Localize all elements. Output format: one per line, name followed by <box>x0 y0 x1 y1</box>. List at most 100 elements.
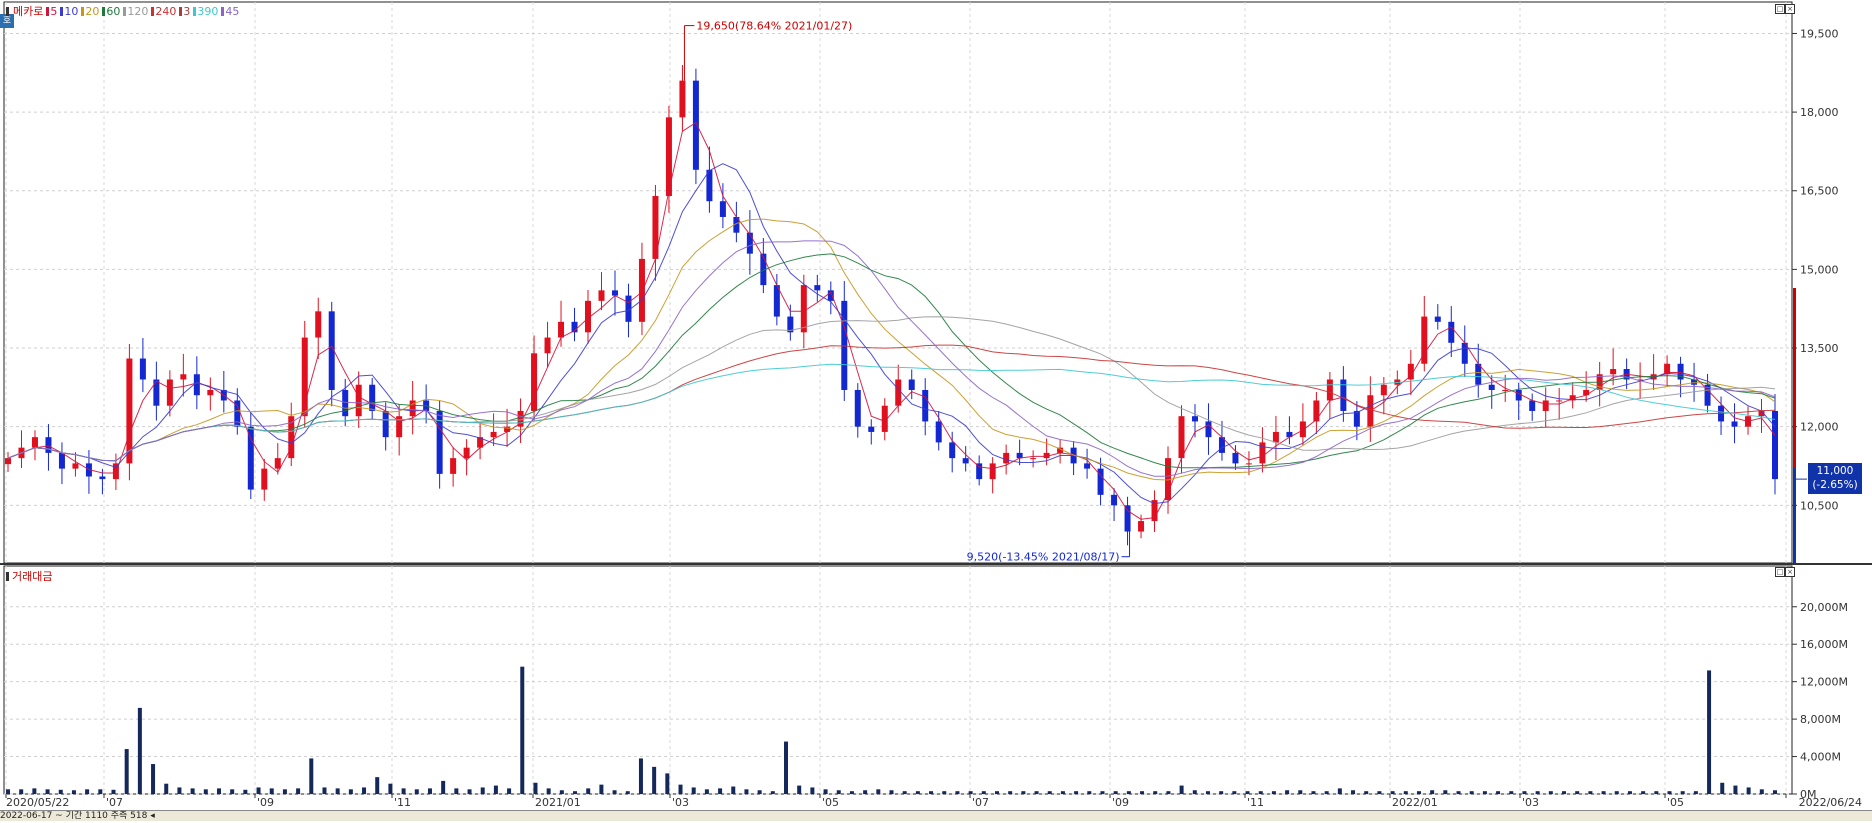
legend-swatch-icon <box>151 6 155 16</box>
candle-body <box>989 463 996 480</box>
candle-body <box>261 468 268 490</box>
legend-item-label: 10 <box>64 4 79 18</box>
moving-average-line <box>7 316 1776 462</box>
volume-bar <box>32 788 37 794</box>
maximize-pane-icon[interactable]: □ <box>1775 4 1785 14</box>
volume-bar <box>1390 791 1395 794</box>
volume-bar <box>704 789 709 794</box>
volume-pane-frame <box>3 565 1793 795</box>
candle-body <box>99 476 106 480</box>
candle-body <box>652 195 659 259</box>
candle-body <box>665 117 672 196</box>
candle-body <box>1650 374 1657 380</box>
volume-bar <box>586 788 591 794</box>
candle-body <box>409 400 416 417</box>
moving-average-line <box>7 163 1776 505</box>
volume-bar <box>784 741 789 794</box>
volume-bar <box>1522 791 1527 794</box>
volume-bar <box>507 788 512 794</box>
volume-bar <box>1126 791 1131 794</box>
price-tick-label: 13,500 <box>1800 342 1839 355</box>
volume-bar <box>902 791 907 794</box>
close-volume-pane-icon[interactable]: × <box>1785 567 1795 577</box>
candle-body <box>301 337 308 417</box>
candle-body <box>247 426 254 490</box>
legend-ma-items: 5 10 20 60 120 240 3 390 45 <box>46 5 239 18</box>
maximize-volume-pane-icon[interactable]: □ <box>1775 567 1785 577</box>
candle-body <box>746 232 753 254</box>
period-toolbar[interactable]: 2022-06-17 ~ 기간 1110 주측 518 ◂ <box>0 810 1872 821</box>
candle-body <box>922 389 929 422</box>
volume-bar <box>427 788 432 794</box>
volume-bar <box>718 788 723 794</box>
close-pane-icon[interactable]: × <box>1785 4 1795 14</box>
candle-body <box>153 379 160 406</box>
candle-body <box>827 290 834 301</box>
candle-body <box>544 337 551 354</box>
volume-bar <box>1562 791 1567 794</box>
candle-body <box>1165 458 1172 501</box>
candle-body <box>1758 410 1765 417</box>
candle-body <box>625 295 632 322</box>
volume-bar <box>1074 791 1079 794</box>
candle-body <box>638 258 645 322</box>
volume-bar <box>137 707 142 794</box>
legend-item: 5 <box>46 5 57 18</box>
candle-body <box>382 410 389 438</box>
candle-body <box>692 80 699 170</box>
volume-bar <box>1773 790 1777 794</box>
volume-bar <box>823 789 828 794</box>
x-tick-label: '05 <box>1667 796 1684 809</box>
volume-bar <box>678 784 683 794</box>
volume-bar <box>493 785 498 794</box>
x-tick-label: '11 <box>1247 796 1264 809</box>
candle-body <box>1461 342 1468 364</box>
candle-body <box>1084 463 1091 469</box>
volume-bar <box>441 780 446 794</box>
candle-body <box>31 437 38 448</box>
candle-body <box>1610 369 1617 375</box>
volume-tick-label: 20,000M <box>1800 601 1848 614</box>
moving-average-line <box>7 240 1776 477</box>
x-tick-label: 2021/01 <box>535 796 581 809</box>
volume-bar <box>348 789 353 794</box>
volume-bar <box>691 787 696 794</box>
volume-bar <box>1219 791 1224 794</box>
candle-body <box>598 290 605 301</box>
volume-bar <box>1166 791 1171 794</box>
volume-bar <box>1192 790 1197 794</box>
volume-bar <box>770 791 775 794</box>
volume-bar <box>19 789 24 794</box>
candle-body <box>342 389 349 417</box>
legend-item: 45 <box>221 5 239 18</box>
volume-bar <box>1641 791 1646 794</box>
candle-body <box>1030 458 1037 460</box>
volume-bar <box>731 786 736 794</box>
volume-bar <box>269 788 274 794</box>
volume-bar <box>1588 791 1593 794</box>
candle-body <box>706 169 713 202</box>
x-tick-label: '09 <box>1112 796 1129 809</box>
x-tick-label: '05 <box>822 796 839 809</box>
volume-bar <box>757 790 762 794</box>
candle-body <box>733 216 740 233</box>
current-change: (-2.65%) <box>1812 479 1858 491</box>
legend-item: 240 <box>151 5 176 18</box>
legend-item: 10 <box>60 5 78 18</box>
legend-item-label: 120 <box>127 4 149 18</box>
volume-bar <box>744 789 749 794</box>
price-tick-label: 19,500 <box>1800 27 1839 40</box>
volume-bar <box>1298 790 1303 794</box>
candle-body <box>234 400 241 427</box>
volume-bar <box>362 787 367 794</box>
volume-bar <box>1509 791 1514 794</box>
volume-bar <box>98 789 103 794</box>
candle-body <box>504 426 511 432</box>
candle-body <box>1556 400 1563 402</box>
candle-body <box>193 374 200 396</box>
chart-type-badge[interactable]: 호 <box>0 14 14 28</box>
candle-body <box>976 463 983 480</box>
candle-body <box>369 384 376 411</box>
candle-body <box>908 379 915 390</box>
